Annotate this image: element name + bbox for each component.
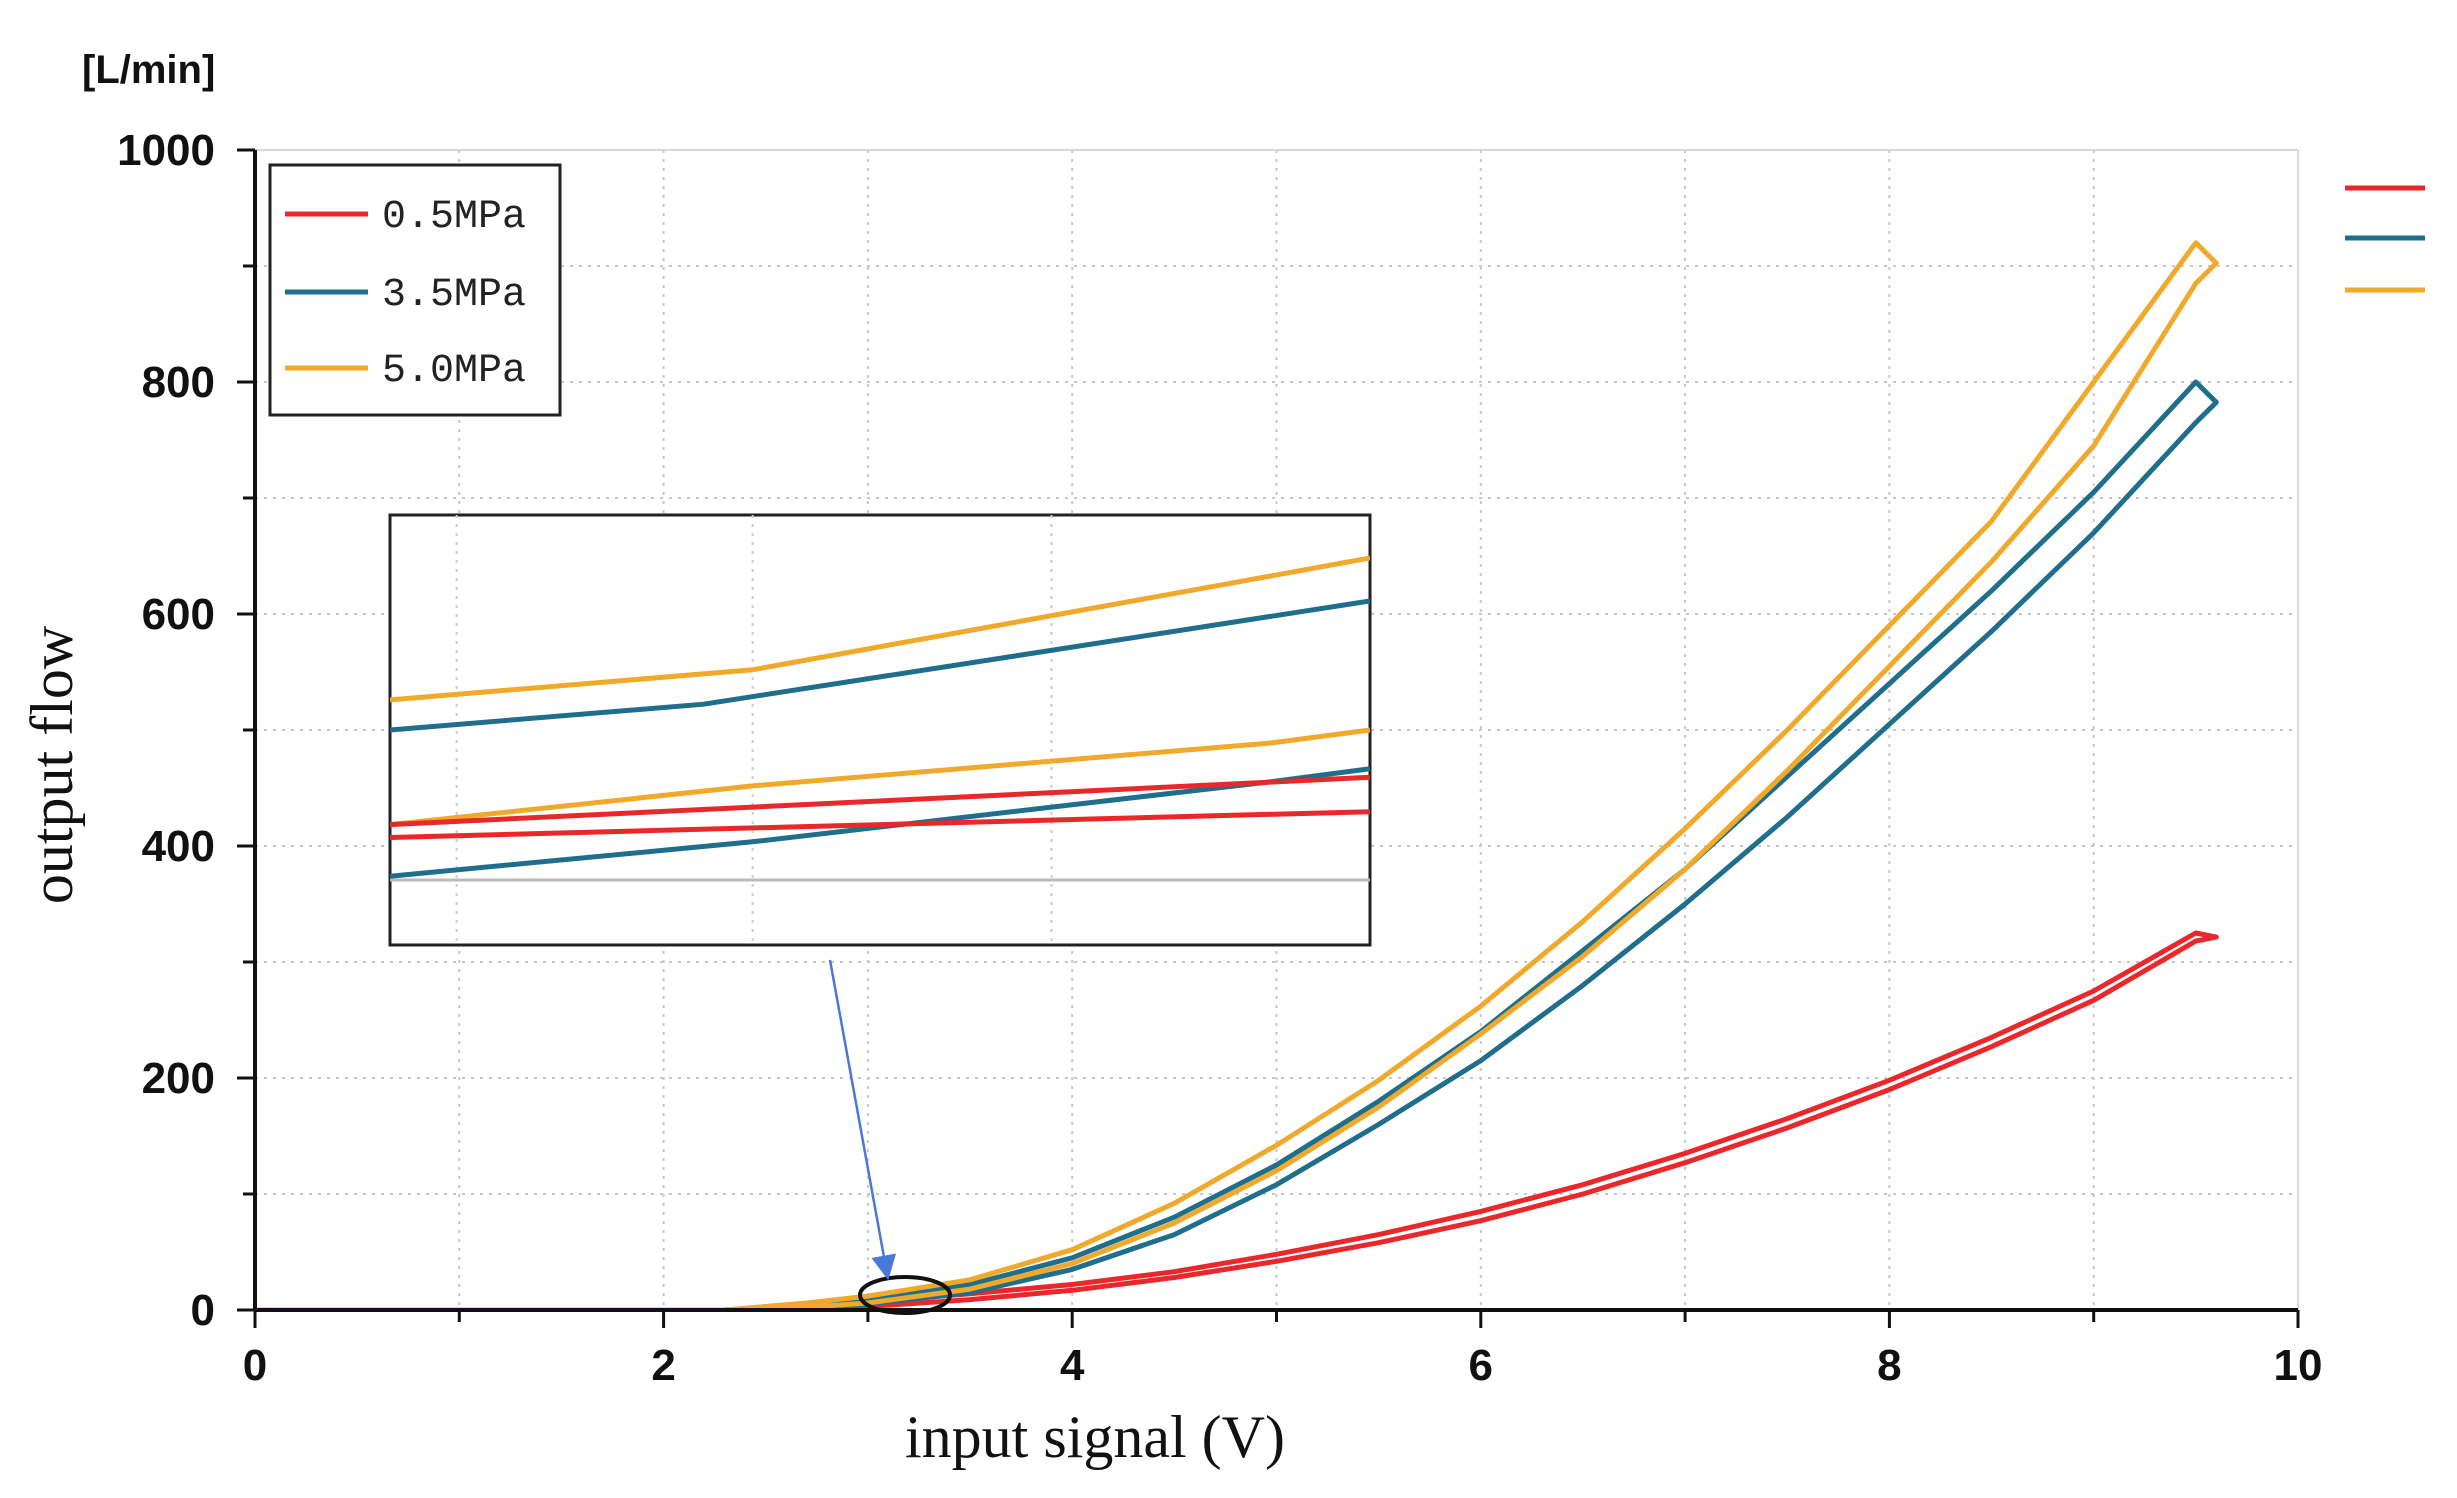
x-tick-label: 4 bbox=[1060, 1341, 1085, 1390]
legend-label-1: 3.5MPa bbox=[382, 273, 526, 318]
inset-series-2-upper bbox=[390, 774, 1370, 828]
x-tick-label: 8 bbox=[1877, 1341, 1901, 1390]
inset-series-0-lower bbox=[390, 727, 1370, 828]
x-tick-label: 6 bbox=[1469, 1341, 1493, 1390]
inset-lines bbox=[390, 555, 1370, 879]
inset-series-1-lower bbox=[390, 766, 1370, 879]
legend: 0.5MPa 3.5MPa 5.0MPa bbox=[268, 163, 562, 417]
tick-labels: 0 2 4 6 8 10 0 200 400 600 800 1000 bbox=[117, 126, 2322, 1390]
inset-series-0-upper bbox=[390, 555, 1370, 703]
right-legend-swatches bbox=[2345, 185, 2425, 293]
plot-lines bbox=[255, 240, 2219, 1310]
series-line-0 bbox=[255, 930, 2219, 1310]
zoom-pointer-arrow bbox=[828, 959, 897, 1281]
x-tick-label: 2 bbox=[651, 1341, 675, 1390]
inset-series-2-lower bbox=[390, 809, 1370, 840]
axes bbox=[237, 148, 2300, 1328]
y-tick-label: 1000 bbox=[117, 126, 215, 175]
x-tick-label: 0 bbox=[243, 1341, 267, 1390]
y-axis-title: output flow bbox=[19, 625, 85, 904]
grid bbox=[255, 149, 2299, 1310]
x-tick-label: 10 bbox=[2274, 1341, 2323, 1390]
legend-label-0: 0.5MPa bbox=[382, 195, 526, 240]
y-tick-label: 600 bbox=[142, 590, 215, 639]
y-tick-label: 200 bbox=[142, 1054, 215, 1103]
series-line-1 bbox=[255, 379, 2219, 1310]
y-unit-label: [L/min] bbox=[82, 48, 215, 92]
y-tick-label: 0 bbox=[191, 1286, 215, 1335]
y-tick-label: 400 bbox=[142, 822, 215, 871]
y-tick-label: 800 bbox=[142, 358, 215, 407]
series-line-2 bbox=[255, 240, 2219, 1310]
inset-series-1-upper bbox=[390, 598, 1370, 733]
legend-label-2: 5.0MPa bbox=[382, 349, 526, 394]
x-axis-title: input signal (V) bbox=[905, 1404, 1285, 1470]
zoom-region-marker bbox=[858, 1275, 952, 1315]
inset-zoom bbox=[388, 513, 1372, 947]
